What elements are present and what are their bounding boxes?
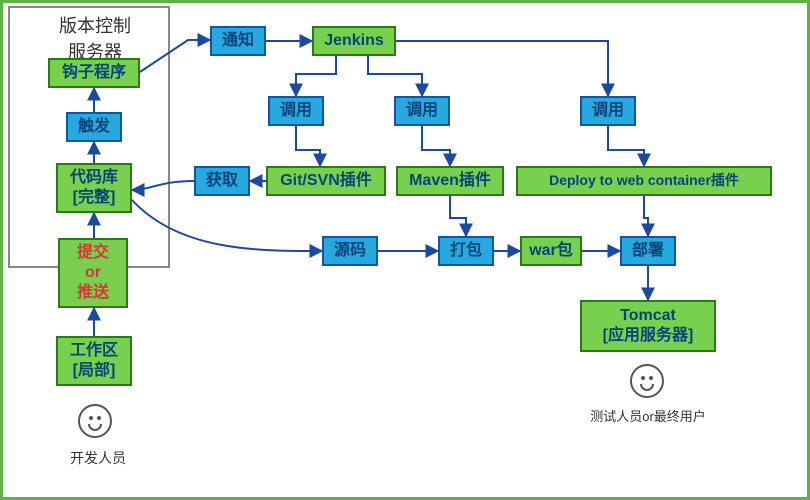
node-tester_label: 测试人员or最终用户 bbox=[568, 406, 728, 426]
node-vcs_title: 版本控制 服务器 bbox=[40, 12, 150, 54]
tester_face bbox=[630, 364, 664, 398]
node-commit: 提交 or 推送 bbox=[58, 238, 128, 308]
node-workspace: 工作区 [局部] bbox=[56, 336, 132, 386]
node-trigger: 触发 bbox=[66, 112, 122, 142]
node-dev_label: 开发人员 bbox=[58, 448, 138, 468]
node-deploy_plugin: Deploy to web container插件 bbox=[516, 166, 772, 196]
node-notify: 通知 bbox=[210, 26, 266, 56]
node-package: 打包 bbox=[438, 236, 494, 266]
node-hook: 钩子程序 bbox=[48, 58, 140, 88]
dev_face bbox=[78, 404, 112, 438]
node-source: 源码 bbox=[322, 236, 378, 266]
node-tomcat: Tomcat [应用服务器] bbox=[580, 300, 716, 352]
node-deploy: 部署 bbox=[620, 236, 676, 266]
node-repo: 代码库 [完整] bbox=[56, 163, 132, 213]
node-jenkins: Jenkins bbox=[312, 26, 396, 56]
node-git_plugin: Git/SVN插件 bbox=[266, 166, 386, 196]
node-fetch: 获取 bbox=[194, 166, 250, 196]
node-invoke3: 调用 bbox=[580, 96, 636, 126]
node-invoke1: 调用 bbox=[268, 96, 324, 126]
node-maven_plugin: Maven插件 bbox=[396, 166, 504, 196]
node-war: war包 bbox=[520, 236, 582, 266]
node-invoke2: 调用 bbox=[394, 96, 450, 126]
